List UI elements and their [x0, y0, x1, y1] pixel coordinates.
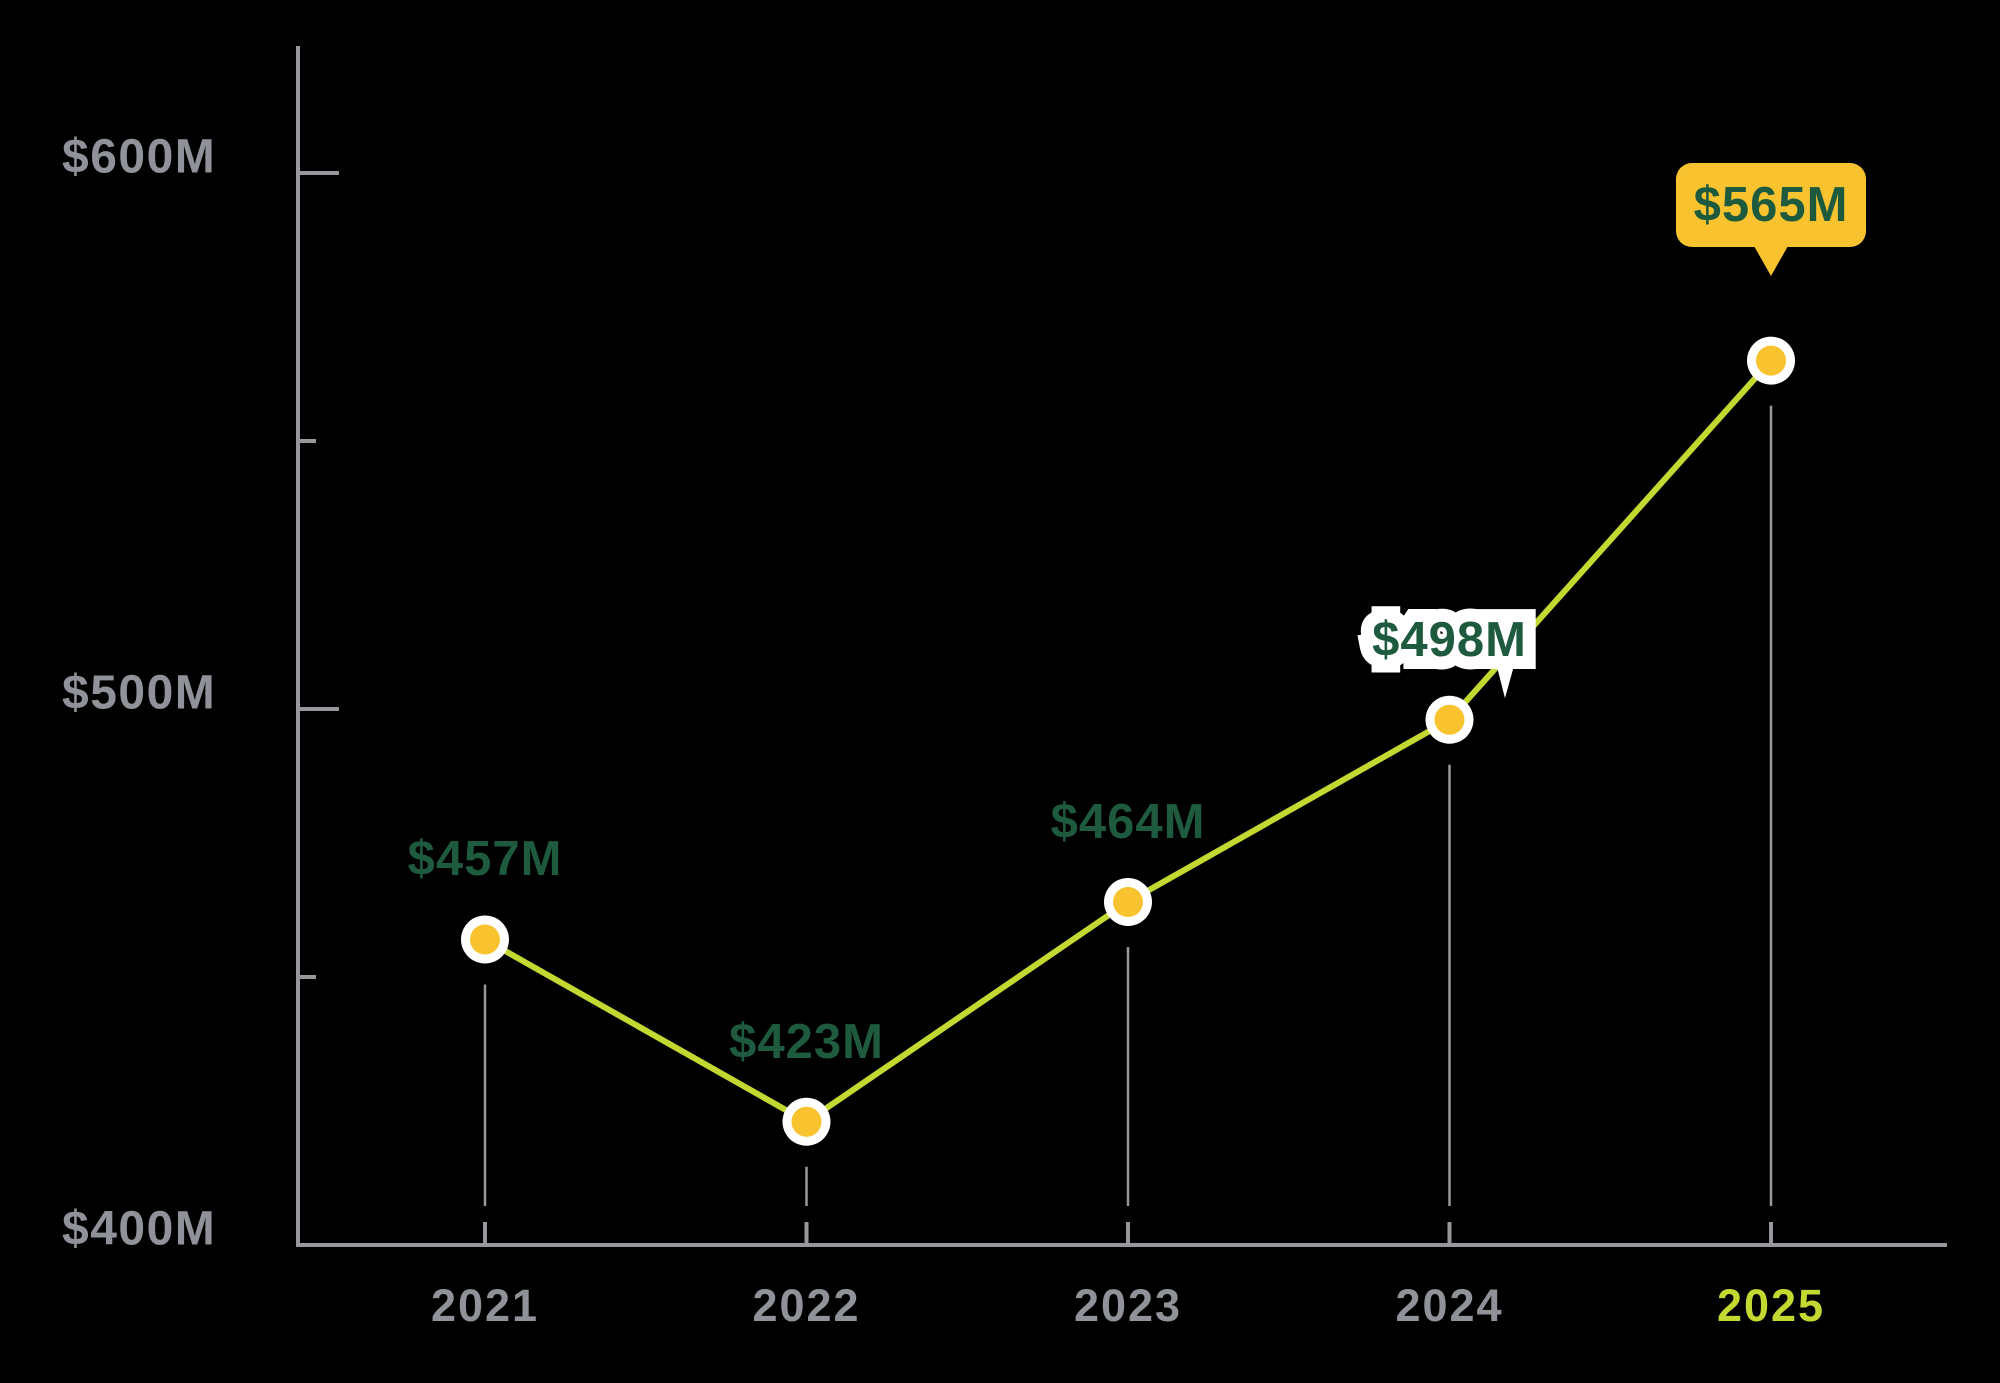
point-label-2024-halo-outline: $498M [1359, 600, 1539, 680]
markers [461, 336, 1795, 1146]
y-axis-label-400m: $400M [62, 1202, 217, 1256]
callout-2025: $565M [1676, 162, 1866, 276]
x-axis-label-2024: 2024 [1395, 1280, 1504, 1331]
y-axis-label-600m: $600M [62, 130, 217, 184]
axes [296, 46, 1947, 1247]
point-label-2022: $423M [729, 1014, 884, 1069]
point-label-2024-halo: $498M $498M [1359, 600, 1539, 680]
drop-lines [483, 405, 1773, 1206]
point-label-2023: $464M [1050, 794, 1206, 849]
x-axis-label-2023: 2023 [1073, 1280, 1183, 1331]
callout-bubble: $565M [1676, 162, 1866, 247]
callout-tail-icon [1754, 245, 1788, 276]
point-label-2024-text: $498M [1372, 612, 1527, 667]
x-axis-label-2025-highlighted: 2025 [1716, 1280, 1826, 1331]
x-axis-label-2021: 2021 [430, 1280, 540, 1331]
x-axis-label-2022: 2022 [752, 1280, 861, 1331]
callout-value: $565M [1693, 177, 1849, 232]
point-label-2021: $457M [407, 832, 563, 887]
y-axis-label-500m: $500M [62, 666, 217, 720]
